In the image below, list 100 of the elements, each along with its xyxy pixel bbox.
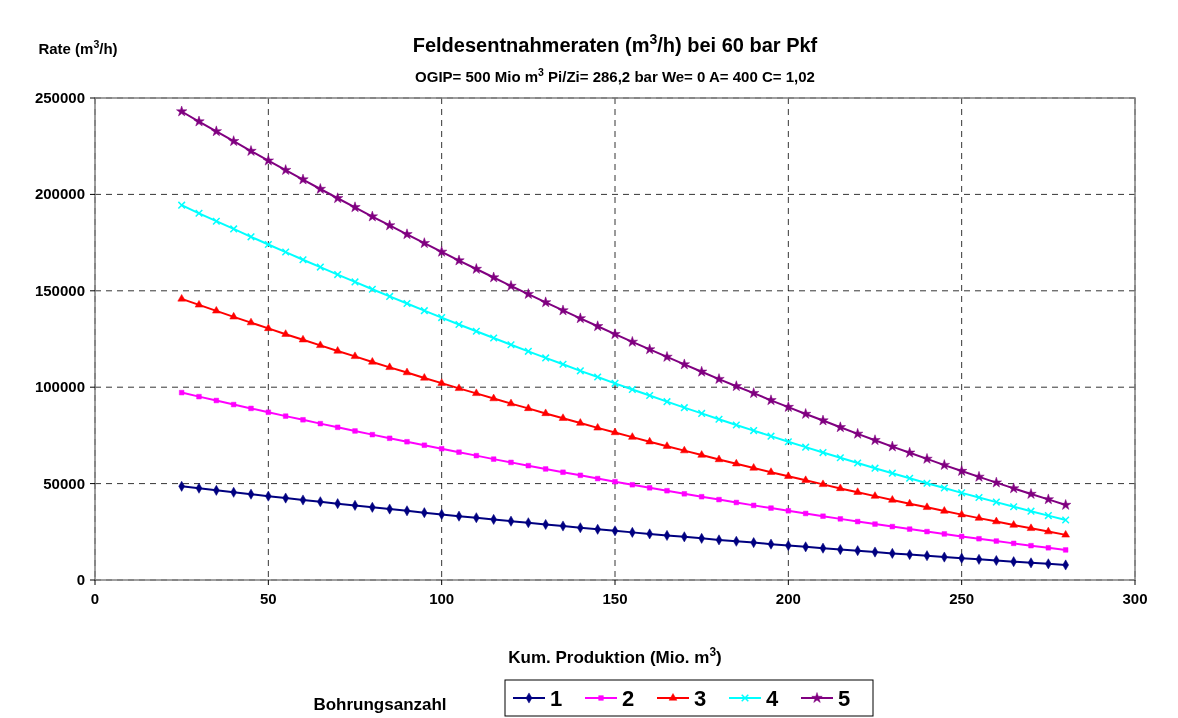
point (210, 125, 222, 137)
point (177, 201, 186, 210)
chart-title: Feldesentnahmeraten (m$^{3}$/h) bei 60 bar Pkf (412, 31, 818, 56)
point (888, 495, 897, 503)
point (281, 248, 290, 257)
point (402, 367, 412, 376)
point (801, 443, 810, 452)
legend-label: 4 (766, 686, 779, 711)
point (592, 320, 604, 331)
point (612, 479, 618, 485)
point (541, 353, 550, 362)
point (681, 491, 687, 497)
point (940, 506, 949, 514)
point (280, 164, 292, 175)
point (628, 432, 637, 440)
point (974, 513, 984, 521)
point (420, 373, 429, 381)
point (663, 530, 671, 541)
point (300, 417, 306, 423)
point (713, 373, 725, 384)
point (732, 459, 741, 467)
point (921, 453, 933, 464)
point (940, 483, 949, 493)
point (956, 465, 968, 476)
point (350, 351, 360, 359)
point (818, 448, 828, 457)
point (922, 479, 932, 488)
point (264, 323, 273, 331)
point (176, 105, 188, 117)
point (888, 469, 897, 478)
point (524, 347, 533, 356)
point (248, 405, 254, 411)
point (662, 441, 672, 449)
point (1025, 488, 1037, 499)
point (992, 516, 1001, 525)
legend-label: 1 (550, 686, 563, 711)
point (886, 440, 898, 452)
x-tick-label: 100 (429, 590, 455, 607)
point (557, 304, 569, 316)
point (817, 414, 829, 426)
point (470, 263, 482, 274)
point (1011, 540, 1017, 546)
x-axis-title: Kum. Produktion (Mio. m$^{3}$) (508, 645, 722, 667)
point (317, 421, 323, 427)
point (506, 340, 516, 349)
x-tick-label: 150 (602, 590, 628, 607)
point (349, 201, 361, 213)
point (298, 255, 308, 264)
point (853, 458, 862, 468)
x-tick-label: 250 (949, 590, 975, 607)
point (784, 471, 793, 479)
point (699, 494, 705, 500)
y-tick-label: 50000 (43, 474, 85, 492)
point (228, 135, 240, 146)
point (957, 509, 966, 518)
point (522, 288, 534, 299)
point (420, 306, 429, 315)
point (628, 385, 637, 394)
point (748, 387, 760, 398)
point (869, 434, 881, 445)
point (905, 498, 914, 507)
point (818, 479, 828, 487)
point (245, 145, 257, 156)
point (766, 432, 776, 441)
point (231, 401, 237, 408)
point (716, 497, 722, 503)
point (332, 192, 344, 203)
point (1028, 543, 1034, 549)
point (730, 380, 742, 391)
point (194, 209, 204, 218)
point (297, 173, 309, 185)
point (488, 271, 500, 283)
point (680, 403, 689, 412)
point (784, 437, 793, 446)
point (820, 513, 826, 519)
point (262, 154, 274, 166)
point (541, 408, 550, 416)
point (938, 459, 950, 470)
point (1063, 547, 1069, 553)
chart-subtitle: OGIP= 500 Mio m$^{3}$ Pi/Zi= 286,2 bar We= 0 A= 400 C= 1,02 (415, 66, 815, 85)
point (1026, 507, 1036, 516)
point (246, 317, 256, 326)
point (732, 420, 741, 430)
point (751, 502, 757, 508)
point (1042, 493, 1054, 505)
legend-label: 3 (694, 686, 707, 711)
point (177, 294, 186, 302)
point (593, 372, 602, 382)
point (922, 502, 932, 510)
point (992, 498, 1001, 507)
point (350, 277, 360, 286)
point (316, 263, 325, 272)
point (852, 428, 864, 439)
point (836, 453, 845, 462)
point (404, 439, 410, 445)
point (576, 418, 585, 426)
point (645, 437, 654, 445)
point (505, 280, 517, 291)
point (577, 472, 583, 478)
point (1061, 530, 1070, 538)
